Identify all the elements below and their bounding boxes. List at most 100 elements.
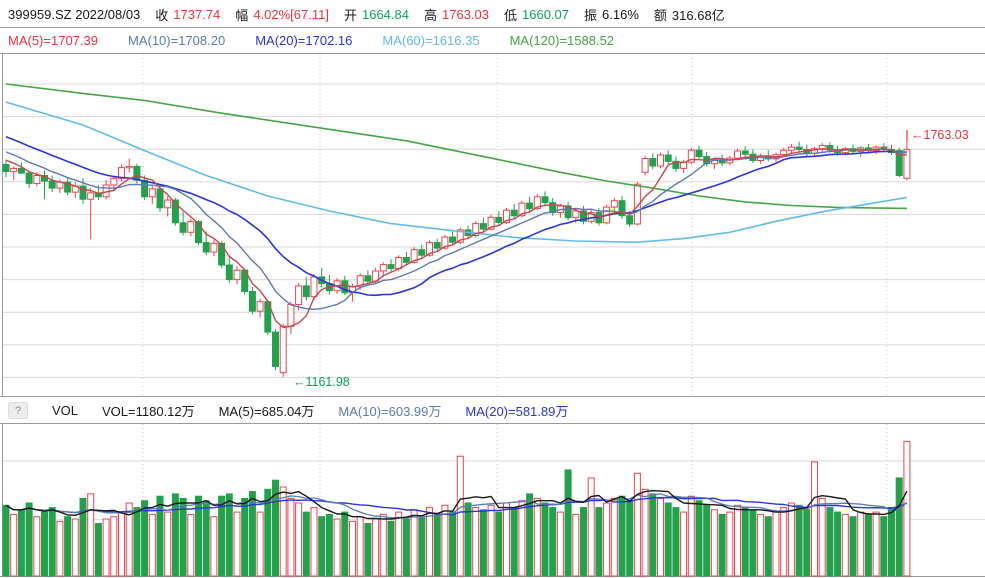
volume-bar — [695, 500, 703, 577]
change-pair: 幅 4.02%[67.11] — [235, 5, 329, 24]
volume-bar — [864, 513, 872, 577]
volume-bar — [433, 513, 441, 577]
candle — [233, 269, 241, 281]
candles-layer — [2, 139, 911, 377]
candle — [79, 185, 87, 200]
volume-bar — [618, 495, 626, 577]
candle — [456, 229, 464, 243]
volume-bar — [549, 507, 557, 577]
candle — [133, 165, 141, 181]
volume-bar — [811, 461, 818, 577]
candle — [795, 146, 803, 151]
volume-bar — [764, 516, 772, 577]
volume-bar — [649, 493, 657, 577]
candle — [734, 150, 741, 159]
volume-bar — [48, 507, 56, 577]
candle — [364, 275, 372, 282]
volume-bar — [17, 509, 25, 577]
candle — [564, 205, 572, 219]
volume-bar — [687, 495, 695, 577]
candle — [202, 242, 210, 253]
candle — [148, 188, 156, 198]
volume-bar — [210, 516, 218, 577]
candle — [418, 249, 426, 256]
amplitude-value: 6.16% — [602, 6, 639, 22]
vol-ma20-line — [5, 496, 908, 516]
volume-bar — [841, 513, 849, 577]
low-label: 低 — [504, 7, 518, 23]
volume-bar — [102, 518, 110, 577]
vol-title: VOL — [52, 403, 79, 418]
volume-bar — [364, 523, 372, 577]
volume-bar — [410, 509, 418, 577]
candle — [302, 285, 310, 298]
volume-bar — [787, 502, 795, 577]
volume-bar — [872, 511, 880, 577]
high-value: 1763.03 — [442, 6, 489, 22]
ma10-line — [5, 148, 907, 310]
candle — [618, 200, 626, 217]
volume-bar — [718, 513, 726, 577]
ma60-line — [5, 101, 908, 243]
candle — [210, 242, 218, 253]
help-icon[interactable]: ? — [8, 402, 28, 419]
volume-bar — [156, 495, 164, 577]
volume-bar — [264, 488, 272, 577]
volume-bar — [472, 507, 480, 577]
volume-header: ? VOL VOL=1180.12万 MA(5)=685.04万 MA(10)=6… — [8, 401, 568, 420]
amount-pair: 额 316.68亿 — [654, 5, 725, 24]
candle — [487, 216, 495, 230]
candle — [633, 183, 641, 225]
volume-bar — [41, 511, 48, 577]
candle — [402, 257, 410, 263]
volume-bar — [79, 497, 87, 577]
candle — [87, 192, 95, 200]
volume-bar — [171, 493, 179, 577]
candle — [718, 159, 726, 164]
symbol-and-date: 399959.SZ 2022/08/03 — [8, 6, 141, 22]
vol-value: VOL=1180.12万 — [102, 404, 195, 419]
volume-bar — [772, 511, 780, 577]
ma-label: MA(10)=1708.20 — [127, 32, 226, 48]
candle — [272, 331, 279, 367]
candle — [526, 202, 534, 210]
volume-bar — [518, 500, 526, 577]
volume-bar — [187, 513, 195, 577]
low-pair: 低 1660.07 — [504, 5, 569, 24]
amount-value: 316.68亿 — [671, 7, 725, 23]
candle — [195, 221, 202, 244]
ma-label: MA(20)=1702.16 — [255, 32, 353, 48]
volume-bar — [272, 479, 279, 577]
low-value: 1660.07 — [522, 6, 570, 22]
volume-bar — [580, 507, 587, 577]
volume-bar — [803, 509, 811, 577]
volume-bar — [449, 511, 457, 577]
volume-bar — [672, 507, 680, 577]
volume-bar — [533, 497, 541, 577]
candle — [580, 210, 587, 222]
volume-bar — [125, 502, 133, 577]
volume-bar — [225, 493, 233, 577]
candle — [541, 196, 549, 204]
volume-bar — [903, 440, 911, 577]
vol-ma-label: MA(5)=685.04万 — [218, 404, 315, 419]
candle — [433, 242, 441, 249]
volume-bar — [87, 493, 95, 577]
volume-bar — [479, 509, 487, 577]
volume-bar — [587, 477, 595, 577]
candle — [110, 177, 118, 186]
candle — [449, 236, 457, 243]
volume-bar — [179, 497, 187, 577]
candle — [187, 221, 195, 233]
volume-bar — [641, 488, 649, 577]
ma120-line — [5, 83, 907, 210]
candle — [48, 180, 56, 189]
candle — [472, 223, 480, 237]
volume-bar — [202, 500, 210, 577]
volume-bar — [456, 455, 464, 577]
volume-bar — [310, 507, 318, 577]
ma-label: MA(120)=1588.52 — [509, 32, 615, 48]
volume-bar — [664, 502, 672, 577]
